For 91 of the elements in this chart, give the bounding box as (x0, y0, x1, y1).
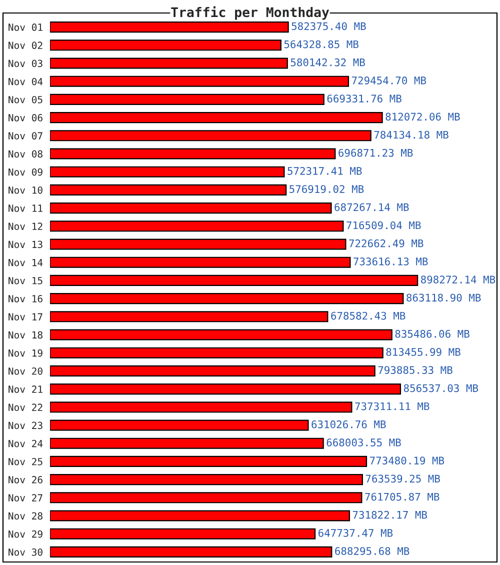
y-tick-label: Nov 29 (8, 530, 42, 538)
data-label: 576919.02 MB (290, 185, 364, 193)
data-label: 813455.99 MB (386, 348, 460, 356)
data-label: 763539.25 MB (366, 474, 440, 483)
bar (50, 76, 350, 87)
data-label: 696871.23 MB (338, 148, 413, 157)
y-tick-label: Nov 15 (8, 277, 42, 284)
y-tick-label: Nov 04 (8, 78, 43, 86)
data-label: 582375.40 MB (292, 22, 366, 30)
data-label: 731822.17 MB (352, 510, 427, 519)
bar (50, 256, 351, 268)
data-label: 733616.13 MB (354, 258, 428, 266)
y-tick-label: Nov 21 (8, 386, 42, 393)
data-label: 647737.47 MB (318, 529, 393, 537)
bar (50, 40, 282, 51)
bar (50, 94, 324, 105)
data-label: 687267.14 MB (334, 203, 409, 212)
bar (50, 238, 346, 250)
data-label: 793885.33 MB (378, 366, 452, 374)
y-tick-label: Nov 20 (8, 367, 42, 375)
bar (50, 22, 289, 33)
data-label: 580142.32 MB (290, 58, 365, 66)
bar (50, 492, 362, 504)
data-label: 668003.55 MB (326, 438, 401, 446)
chart-title: Traffic per Monthday (171, 6, 330, 20)
y-tick-label: Nov 13 (8, 240, 42, 248)
bar (50, 148, 336, 160)
bar (50, 474, 363, 486)
bar (50, 456, 368, 467)
bar (50, 510, 350, 522)
y-tick-label: Nov 01 (8, 24, 42, 31)
bar (50, 184, 287, 196)
y-tick-label: Nov 17 (8, 313, 42, 321)
y-tick-label: Nov 27 (8, 494, 42, 502)
data-label: 572317.41 MB (288, 167, 362, 175)
data-label: 564328.85 MB (284, 40, 358, 48)
y-tick-label: Nov 08 (8, 150, 42, 158)
y-tick-label: Nov 18 (8, 331, 42, 339)
y-tick-label: Nov 30 (8, 548, 42, 556)
y-tick-label: Nov 07 (8, 132, 42, 140)
bar (50, 130, 372, 142)
data-label: 729454.70 MB (352, 76, 426, 84)
bar (50, 274, 418, 286)
data-label: 863118.90 MB (406, 294, 481, 302)
bar (50, 438, 324, 449)
data-label: 737311.11 MB (355, 402, 430, 410)
data-label: 722662.49 MB (349, 239, 424, 248)
y-tick-label: Nov 22 (8, 404, 42, 412)
data-label: 784134.18 MB (374, 130, 448, 139)
y-tick-label: Nov 10 (8, 186, 42, 194)
y-tick-label: Nov 14 (8, 258, 43, 266)
bar (50, 528, 316, 540)
y-tick-label: Nov 23 (8, 422, 42, 430)
y-tick-label: Nov 28 (8, 512, 42, 520)
bar (50, 546, 332, 558)
bar (50, 293, 404, 304)
data-label: 835486.06 MB (395, 330, 470, 338)
y-tick-label: Nov 25 (8, 458, 42, 466)
y-tick-label: Nov 24 (8, 440, 43, 448)
y-tick-label: Nov 19 (8, 349, 42, 357)
y-tick-label: Nov 09 (8, 168, 42, 176)
bar (50, 311, 328, 322)
data-label: 856537.03 MB (404, 384, 478, 392)
data-label: 898272.14 MB (420, 276, 496, 284)
data-label: 631026.76 MB (312, 420, 386, 428)
bar (50, 347, 384, 358)
data-label: 761705.87 MB (365, 492, 440, 501)
y-tick-label: Nov 16 (8, 295, 42, 302)
bar (50, 58, 288, 69)
data-label: 678582.43 MB (331, 312, 406, 320)
data-label: 773480.19 MB (370, 456, 444, 464)
data-label: 669331.76 MB (327, 94, 402, 102)
y-tick-label: Nov 12 (8, 222, 42, 230)
bar (50, 112, 383, 124)
data-label: 688295.68 MB (335, 547, 410, 555)
y-tick-label: Nov 03 (8, 60, 42, 68)
y-tick-label: Nov 02 (8, 42, 42, 50)
bar (50, 420, 309, 431)
y-tick-label: Nov 11 (8, 204, 42, 212)
y-tick-label: Nov 26 (8, 476, 42, 484)
bar (50, 384, 402, 395)
bar (50, 329, 392, 340)
data-label: 716509.04 MB (346, 221, 421, 230)
bar (50, 202, 332, 214)
bar (50, 402, 352, 413)
bar (50, 166, 285, 178)
bar (50, 220, 344, 232)
y-tick-label: Nov 05 (8, 96, 42, 104)
bar (50, 365, 376, 376)
data-label: 812072.06 MB (386, 112, 460, 121)
y-tick-label: Nov 06 (8, 114, 42, 122)
